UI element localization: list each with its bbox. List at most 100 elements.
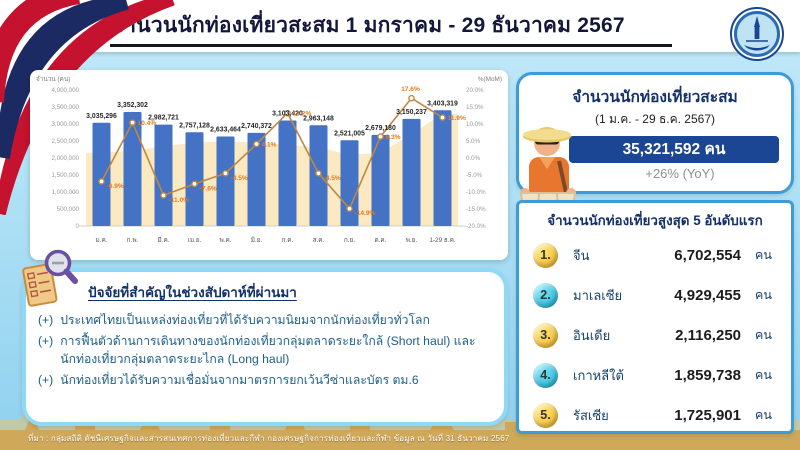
top5-title: จำนวนนักท่องเที่ยวสูงสุด 5 อันดับแรก (547, 213, 763, 228)
svg-text:ก.พ.: ก.พ. (127, 237, 139, 244)
svg-text:4.1%: 4.1% (262, 142, 277, 149)
svg-text:20.0%: 20.0% (466, 87, 484, 94)
key-factors-card: ปัจจัยที่สำคัญในช่วงสัปดาห์ที่ผ่านมา (+)… (22, 249, 508, 426)
svg-text:2,633,464: 2,633,464 (210, 126, 241, 133)
svg-text:2,500,000: 2,500,000 (51, 138, 79, 145)
svg-text:%(MoM): %(MoM) (478, 76, 502, 83)
rank-badge: 4. (533, 362, 558, 388)
svg-text:ต.ค.: ต.ค. (375, 237, 387, 244)
svg-text:11.9%: 11.9% (448, 115, 466, 122)
svg-text:0: 0 (76, 223, 80, 230)
top5-row: 1. จีน 6,702,554 คน (533, 235, 781, 275)
svg-text:2,679,180: 2,679,180 (365, 125, 396, 132)
top5-row: 4. เกาหลีใต้ 1,859,738 คน (533, 355, 781, 395)
top5-countries-card: จำนวนนักท่องเที่ยวสูงสุด 5 อันดับแรก 1. จ… (516, 200, 794, 434)
svg-text:2,963,148: 2,963,148 (303, 115, 334, 122)
summary-subtitle: (1 ม.ค. - 29 ธ.ค. 2567) (595, 112, 715, 126)
monthly-chart-svg: จำนวน (คน) %(MoM) 4,000,000 3,500,000 3,000,… (36, 76, 502, 244)
svg-text:-11.0%: -11.0% (169, 197, 190, 204)
svg-text:4,000,000: 4,000,000 (51, 87, 79, 94)
factor-bullet: (+) การฟื้นตัวด้านการเดินทางของนักท่องเที… (38, 332, 490, 369)
svg-text:มิ.ย.: มิ.ย. (251, 236, 263, 244)
rank-badge: 3. (533, 322, 558, 348)
svg-text:3,403,319: 3,403,319 (427, 100, 458, 107)
svg-text:-4.5%: -4.5% (231, 175, 248, 182)
factors-title: ปัจจัยที่สำคัญในช่วงสัปดาห์ที่ผ่านมา (88, 285, 297, 300)
top5-row: 2. มาเลเซีย 4,929,455 คน (533, 275, 781, 315)
country-name: รัสเซีย (573, 407, 609, 423)
monthly-tourists-chart-panel: จำนวน (คน) %(MoM) 4,000,000 3,500,000 3,000,… (30, 70, 508, 260)
country-name: มาเลเซีย (573, 287, 623, 303)
svg-text:-10.0%: -10.0% (466, 189, 486, 196)
svg-text:10.4%: 10.4% (138, 120, 157, 127)
rank-badge: 2. (533, 282, 558, 308)
svg-text:0.0%: 0.0% (466, 155, 481, 162)
svg-text:-14.9%: -14.9% (355, 210, 376, 217)
ministry-seal-logo (730, 7, 784, 61)
summary-yoy: +26% (YoY) (645, 166, 715, 181)
svg-text:3,500,000: 3,500,000 (51, 104, 79, 111)
summary-title: จำนวนนักท่องเที่ยวสะสม (572, 89, 738, 106)
country-value: 4,929,455 (674, 286, 741, 304)
svg-text:2,000,000: 2,000,000 (51, 155, 79, 162)
svg-text:15.0%: 15.0% (466, 104, 484, 111)
svg-text:-7.6%: -7.6% (200, 185, 217, 192)
magnifier-document-icon (22, 249, 78, 307)
country-name: เกาหลีใต้ (573, 367, 624, 383)
svg-text:ก.ค.: ก.ค. (282, 237, 294, 244)
svg-text:-15.0%: -15.0% (466, 206, 486, 213)
svg-text:พ.ค.: พ.ค. (219, 237, 231, 244)
svg-text:ม.ค.: ม.ค. (95, 237, 107, 244)
country-name: จีน (573, 247, 590, 263)
svg-text:-5.0%: -5.0% (466, 172, 483, 179)
svg-text:2,521,005: 2,521,005 (334, 130, 365, 137)
country-name: อินเดีย (573, 327, 611, 343)
svg-text:มี.ค.: มี.ค. (157, 236, 169, 244)
top5-row: 5. รัสเซีย 1,725,901 คน (533, 395, 781, 435)
rank-badge: 1. (533, 242, 558, 268)
cumulative-summary-card: จำนวนนักท่องเที่ยวสะสม (1 ม.ค. - 29 ธ.ค.… (516, 72, 794, 226)
svg-text:500,000: 500,000 (57, 206, 80, 213)
svg-text:1-29 ธ.ค.: 1-29 ธ.ค. (429, 237, 456, 244)
factor-bullet: (+) นักท่องเที่ยวได้รับความเชื่อมั่นจากมา… (38, 371, 490, 390)
svg-text:-6.9%: -6.9% (107, 183, 124, 190)
title-underline (110, 44, 672, 47)
factor-prefix: (+) (38, 313, 54, 327)
country-value: 1,725,901 (674, 406, 741, 424)
country-unit: คน (755, 408, 772, 422)
svg-text:10.0%: 10.0% (466, 121, 484, 128)
rank-badge: 5. (533, 402, 558, 428)
svg-text:3,035,296: 3,035,296 (86, 113, 117, 120)
summary-total-band: 35,321,592 คน (569, 136, 779, 163)
country-value: 6,702,554 (674, 246, 741, 264)
country-unit: คน (755, 248, 772, 262)
svg-text:13.2%: 13.2% (293, 111, 312, 118)
svg-text:1,000,000: 1,000,000 (51, 189, 79, 196)
svg-text:5.0%: 5.0% (466, 138, 481, 145)
svg-text:จำนวน (คน): จำนวน (คน) (36, 76, 70, 83)
country-value: 2,116,250 (675, 326, 741, 344)
header-bar: จำนวนนักท่องเที่ยวสะสม 1 มกราคม - 29 ธัน… (0, 0, 800, 61)
page-title: จำนวนนักท่องเที่ยวสะสม 1 มกราคม - 29 ธัน… (112, 14, 625, 37)
svg-text:3,352,302: 3,352,302 (117, 102, 148, 109)
country-unit: คน (755, 328, 772, 342)
factor-prefix: (+) (38, 333, 54, 348)
factor-prefix: (+) (38, 372, 54, 387)
svg-text:3,000,000: 3,000,000 (51, 121, 79, 128)
svg-text:เม.ย.: เม.ย. (188, 237, 202, 244)
top5-rows: 1. จีน 6,702,554 คน 2. มาเลเซีย 4,929,455 คน 3. อ… (519, 231, 791, 435)
svg-text:3,103,420: 3,103,420 (272, 110, 303, 117)
svg-text:ส.ค.: ส.ค. (313, 237, 325, 244)
source-footnote: ที่มา : กลุ่มสถิติ ดัชนีเศรษฐกิจและสารสน… (28, 434, 510, 443)
svg-text:17.6%: 17.6% (401, 86, 420, 93)
country-unit: คน (755, 368, 772, 382)
factor-text: ประเทศไทยเป็นแหล่งท่องเที่ยวที่ได้รับควา… (60, 313, 430, 327)
factors-list: (+) ประเทศไทยเป็นแหล่งท่องเที่ยวที่ได้รับ… (38, 311, 490, 389)
svg-text:6.3%: 6.3% (386, 134, 401, 141)
top5-row: 3. อินเดีย 2,116,250 คน (533, 315, 781, 355)
svg-text:2,757,128: 2,757,128 (179, 122, 210, 129)
svg-text:-20.0%: -20.0% (466, 223, 486, 230)
country-value: 1,859,738 (674, 366, 741, 384)
svg-text:1,500,000: 1,500,000 (51, 172, 79, 179)
svg-text:-4.5%: -4.5% (324, 175, 341, 182)
